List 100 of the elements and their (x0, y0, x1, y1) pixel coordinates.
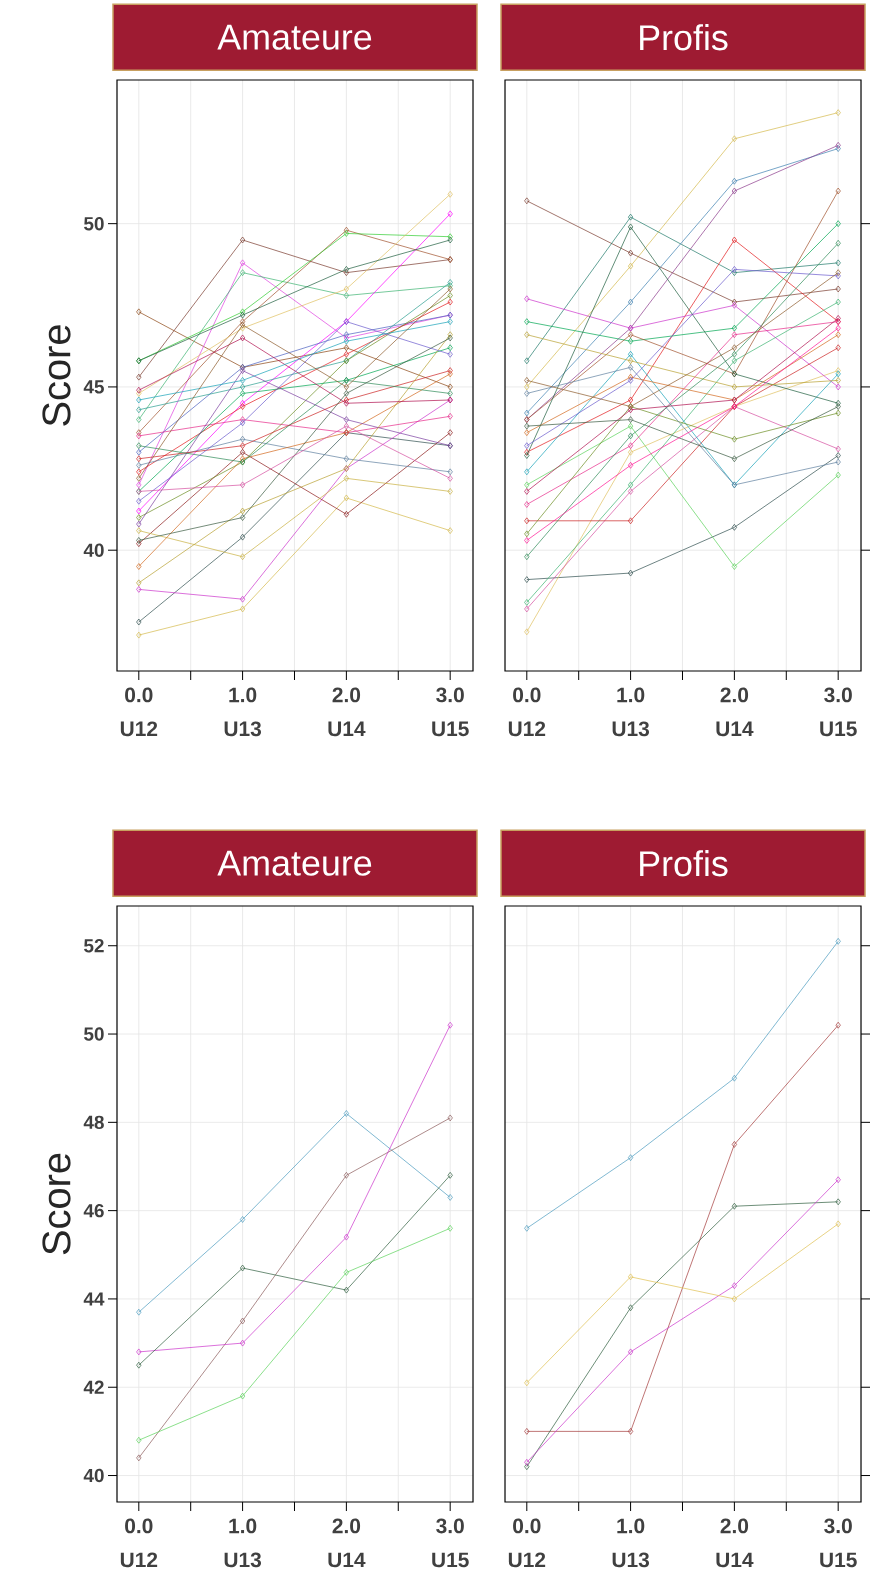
point (239, 514, 246, 521)
y-tick-label: 40 (83, 543, 104, 557)
point (239, 481, 246, 489)
point (343, 510, 349, 518)
point (835, 445, 841, 453)
point (627, 488, 634, 495)
point (731, 523, 737, 531)
x-tick-label: 3.0 U15 (820, 687, 857, 737)
point (136, 507, 142, 515)
point (731, 1074, 737, 1082)
point (239, 390, 246, 397)
point (447, 279, 453, 286)
point (239, 595, 246, 603)
point (731, 357, 737, 365)
point (136, 416, 142, 423)
y-axis-title: Score (42, 1153, 71, 1255)
x-tick-label: 1.0 U13 (612, 1518, 650, 1568)
point (835, 1220, 841, 1228)
point (731, 187, 737, 195)
point (524, 501, 530, 508)
x-tick-label: 2.0 U14 (716, 1518, 754, 1568)
point (731, 331, 737, 339)
point (447, 367, 453, 374)
x-tick-label: 0.0 U12 (508, 1518, 546, 1568)
point (239, 1216, 246, 1223)
point (835, 937, 841, 945)
point (835, 141, 841, 149)
point (627, 363, 634, 371)
point (731, 135, 737, 143)
point (627, 213, 634, 221)
point (627, 223, 634, 231)
point (835, 370, 841, 378)
point (524, 628, 530, 636)
point (136, 631, 142, 639)
point (447, 1171, 453, 1179)
point (835, 285, 841, 293)
point (835, 331, 841, 339)
point (136, 1308, 142, 1316)
point (731, 563, 737, 570)
point (239, 419, 246, 427)
point (239, 416, 246, 423)
point (136, 475, 142, 482)
point (524, 1463, 530, 1471)
point (239, 435, 246, 443)
point (731, 1295, 737, 1303)
point (136, 1454, 142, 1462)
point (136, 386, 142, 394)
y-axis-title: Score (42, 325, 71, 426)
point (835, 367, 841, 374)
point (524, 452, 530, 459)
point (524, 537, 530, 544)
point (524, 553, 530, 561)
point (627, 298, 634, 306)
point (136, 448, 142, 456)
point (447, 190, 453, 198)
point (239, 399, 246, 407)
point (343, 494, 349, 502)
point (343, 390, 349, 397)
point (524, 357, 530, 365)
point (835, 471, 841, 479)
y-tick-label: 40 (83, 1468, 104, 1483)
point (835, 458, 841, 466)
point (136, 563, 142, 570)
point (835, 187, 841, 195)
point (627, 357, 634, 365)
y-tick-label: 50 (84, 1027, 104, 1041)
point (136, 390, 142, 397)
x-tick-label: 0.0 U12 (120, 687, 158, 737)
point (731, 324, 737, 332)
point (627, 442, 634, 450)
point (136, 308, 142, 316)
point (627, 406, 634, 414)
point (731, 1202, 737, 1210)
point (835, 452, 841, 459)
point (627, 517, 634, 525)
point (835, 383, 841, 391)
point (447, 429, 453, 436)
x-tick-label: 2.0 U14 (716, 687, 754, 737)
point (835, 272, 841, 280)
point (447, 298, 453, 306)
point (343, 383, 349, 391)
point (136, 579, 142, 587)
point (343, 1286, 349, 1294)
point (627, 1273, 634, 1281)
point (447, 344, 453, 352)
point (731, 1141, 737, 1148)
point (627, 262, 634, 270)
point (627, 422, 634, 430)
point (136, 514, 142, 521)
point (835, 259, 841, 267)
point (835, 1021, 841, 1029)
point (627, 396, 634, 404)
point (136, 406, 142, 414)
point (627, 350, 634, 358)
point (447, 488, 453, 495)
point (239, 318, 246, 325)
x-tick-label: 0.0 U12 (120, 1518, 158, 1568)
point (835, 298, 841, 306)
y-tick-label: 50 (84, 216, 104, 231)
point (343, 350, 349, 358)
